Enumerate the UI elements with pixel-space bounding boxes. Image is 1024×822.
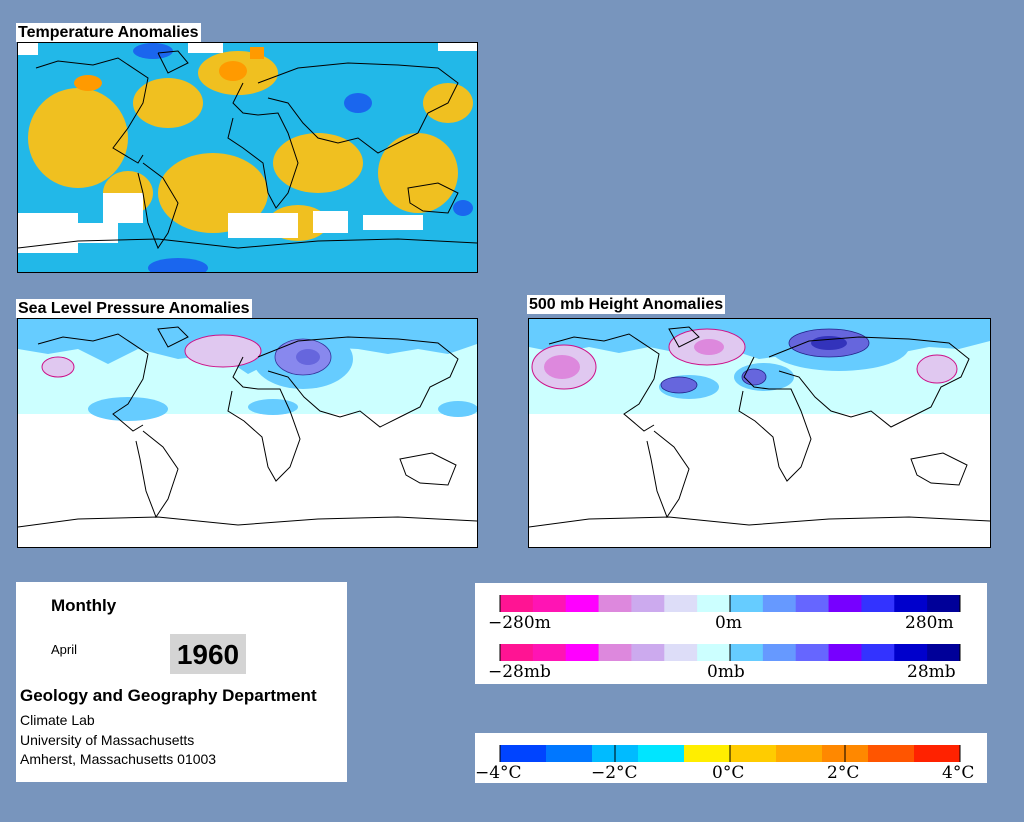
scale-swatch — [697, 595, 731, 612]
scale-swatch — [697, 644, 731, 661]
scale-swatch — [894, 644, 928, 661]
scale-swatch — [532, 644, 567, 661]
pressure-legend-min: −28mb — [488, 662, 551, 682]
scale-swatch — [861, 644, 895, 661]
scale-swatch — [795, 595, 830, 612]
temp-tick-label: −4°C — [475, 763, 522, 783]
slp-anomaly-map — [17, 318, 478, 548]
scale-swatch — [598, 644, 632, 661]
scale-swatch — [500, 644, 534, 661]
scale-swatch — [565, 644, 600, 661]
slp-map-title: Sea Level Pressure Anomalies — [16, 299, 252, 318]
temperature-anomaly-map — [17, 42, 478, 273]
height-legend-max: 280m — [905, 613, 954, 633]
anomaly-legend: −280m 0m 280m −28mb 0mb 28mb — [475, 583, 987, 684]
scale-swatch — [927, 595, 961, 612]
year-label: 1960 — [170, 634, 246, 674]
scale-swatch — [861, 595, 895, 612]
scale-swatch — [631, 595, 665, 612]
scale-swatch — [664, 644, 698, 661]
scale-swatch — [546, 745, 593, 762]
pressure-legend-mid: 0mb — [707, 662, 745, 682]
temp-tick-label: −2°C — [591, 763, 638, 783]
scale-swatch — [631, 644, 665, 661]
month-label: April — [51, 642, 78, 657]
scale-swatch — [795, 644, 830, 661]
scale-swatch — [730, 644, 764, 661]
scale-swatch — [532, 595, 567, 612]
scale-swatch — [894, 595, 928, 612]
scale-swatch — [762, 595, 797, 612]
scale-swatch — [500, 745, 547, 762]
scale-swatch — [868, 745, 915, 762]
height-color-scale — [499, 595, 961, 612]
scale-swatch — [730, 595, 764, 612]
scale-swatch — [638, 745, 685, 762]
height-legend-mid: 0m — [715, 613, 742, 633]
scale-swatch — [598, 595, 632, 612]
scale-swatch — [828, 595, 862, 612]
scale-swatch — [730, 745, 777, 762]
info-panel: Monthly April 1960 Geology and Geography… — [16, 582, 347, 782]
scale-swatch — [684, 745, 731, 762]
scale-swatch — [664, 595, 698, 612]
scale-swatch — [762, 644, 797, 661]
temp-tick-label: 2°C — [827, 763, 859, 783]
scale-swatch — [776, 745, 823, 762]
temperature-color-scale — [499, 745, 961, 762]
temp-tick-label: 0°C — [712, 763, 744, 783]
height-anomaly-map — [528, 318, 991, 548]
department-label: Geology and Geography Department — [20, 686, 317, 705]
address-label: Amherst, Massachusetts 01003 — [20, 751, 217, 767]
period-label: Monthly — [51, 596, 117, 615]
temperature-map-title: Temperature Anomalies — [16, 23, 201, 42]
scale-swatch — [914, 745, 961, 762]
university-label: University of Massachusetts — [20, 732, 195, 748]
temperature-legend: −4°C −2°C 0°C 2°C 4°C — [475, 733, 987, 783]
temp-tick-label: 4°C — [942, 763, 974, 783]
scale-swatch — [828, 644, 862, 661]
scale-swatch — [500, 595, 534, 612]
pressure-legend-max: 28mb — [907, 662, 956, 682]
height-map-title: 500 mb Height Anomalies — [527, 295, 726, 314]
lab-label: Climate Lab — [20, 712, 95, 728]
scale-swatch — [565, 595, 600, 612]
pressure-color-scale — [499, 644, 961, 661]
scale-swatch — [927, 644, 961, 661]
height-legend-min: −280m — [488, 613, 551, 633]
